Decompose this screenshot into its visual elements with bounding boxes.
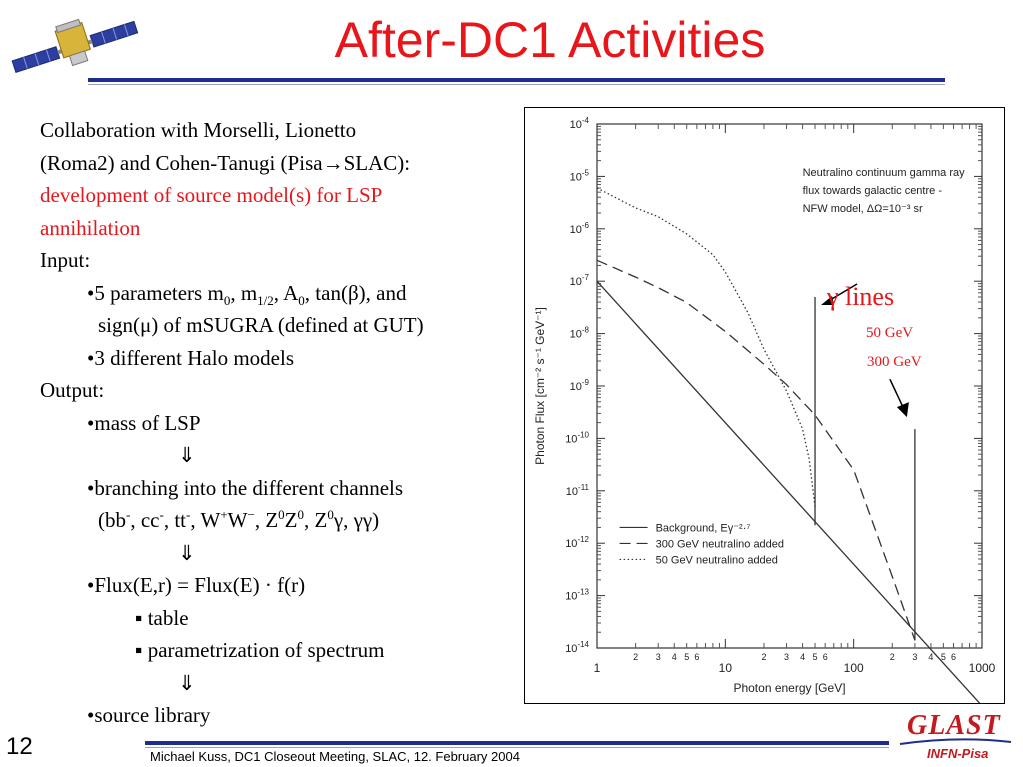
y-tick-label: 10-5 (570, 168, 590, 183)
label-50-gev: 50 GeV (866, 325, 914, 341)
series-line (596, 280, 981, 703)
x-minor-tick-label: 5 (684, 652, 689, 662)
library-bullet: •source library (87, 703, 211, 727)
x-tick-label: 100 (844, 661, 864, 675)
mass-bullet: •mass of LSP (87, 410, 201, 435)
label-300-gev: 300 GeV (867, 354, 922, 370)
flux-chart-svg: 10-4 10-5 10-6 10-7 10-8 10-9 10-10 10-11 10-12 1… (533, 116, 996, 703)
title-rule-thin (88, 84, 945, 85)
footer-rule-thin (145, 747, 889, 748)
square-bullet-icon: ▪ (135, 605, 143, 630)
y-tick-label: 10-6 (570, 221, 590, 236)
infn-pisa-label: INFN-Pisa (927, 746, 989, 761)
x-axis-label: Photon energy [GeV] (733, 681, 845, 695)
y-tick-label: 10-14 (565, 640, 589, 655)
footer-rule (145, 741, 889, 745)
params-bullet: •5 parameters m0, m1/2, A0, tan(β), and (87, 280, 407, 308)
down-arrow-icon: ⇓ (178, 540, 196, 565)
input-label: Input: (40, 248, 91, 272)
bullet-icon: • (87, 573, 95, 597)
bullet-icon: • (87, 410, 95, 435)
slide-body: Collaboration with Morselli, Lionetto (R… (40, 114, 520, 732)
down-arrow-icon: ⇓ (178, 443, 196, 467)
red-line-2: annihilation (40, 215, 141, 240)
right-arrow-icon: → (322, 150, 344, 175)
square-bullet-icon: ▪ (135, 638, 143, 662)
flux-chart: 10-4 10-5 10-6 10-7 10-8 10-9 10-10 10-11 10-12 1… (524, 107, 1005, 704)
x-minor-tick-label: 5 (941, 652, 946, 662)
collab-line-2: (Roma2) and Cohen-Tanugi (Pisa→SLAC): (40, 150, 411, 175)
bullet-icon: • (87, 280, 95, 305)
collab-line-1: Collaboration with Morselli, Lionetto (40, 118, 357, 142)
param-subbullet: ▪ parametrization of spectrum (135, 638, 385, 662)
y-tick-label: 10-9 (570, 378, 590, 393)
arrow-300-head (896, 402, 909, 418)
y-tick-label: 10-7 (570, 273, 590, 288)
x-minor-tick-label: 4 (672, 652, 677, 662)
glast-swoosh-icon (899, 738, 1012, 745)
plot-area (596, 123, 983, 649)
red-line-1: development of source model(s) for LSP (40, 183, 383, 207)
x-minor-tick-label: 5 (813, 652, 818, 662)
series-line (596, 187, 816, 507)
bullet-icon: • (87, 345, 95, 370)
x-minor-tick-label: 4 (800, 652, 805, 662)
x-tick-label: 1000 (969, 661, 996, 675)
x-minor-tick-label: 6 (694, 652, 699, 662)
flux-bullet: •Flux(E,r) = Flux(E) · f(r) (87, 573, 306, 597)
chart-annotation-line: flux towards galactic centre - (803, 185, 943, 197)
x-minor-tick-label: 6 (823, 652, 828, 662)
gamma-lines-label: γ lines (827, 282, 895, 311)
legend-label: 50 GeV neutralino added (656, 554, 778, 566)
x-tick-label: 10 (719, 661, 733, 675)
x-tick-label: 1 (594, 661, 601, 675)
legend-label: 300 GeV neutralino added (656, 538, 784, 550)
satellite-logo-icon (4, 4, 144, 82)
x-minor-tick-label: 3 (656, 652, 661, 662)
y-tick-label: 10-8 (570, 326, 590, 341)
x-minor-tick-label: 2 (761, 652, 766, 662)
x-minor-tick-label: 3 (784, 652, 789, 662)
y-tick-label: 10-12 (565, 535, 589, 550)
params-continuation: sign(μ) of mSUGRA (defined at GUT) (98, 313, 424, 337)
branching-bullet: •branching into the different channels (87, 475, 404, 500)
x-minor-tick-label: 2 (633, 652, 638, 662)
chart-annotation-line: NFW model, ΔΩ=10⁻³ sr (803, 203, 923, 215)
channels-line: (bb-, cc-, tt-, W+W−, Z0Z0, Z0γ, γγ) (98, 507, 380, 532)
down-arrow-icon: ⇓ (178, 670, 196, 695)
table-subbullet: ▪ table (135, 605, 189, 630)
x-minor-tick-label: 4 (928, 652, 933, 662)
title-rule (88, 78, 945, 82)
series-line (596, 259, 916, 641)
footer-text: Michael Kuss, DC1 Closeout Meeting, SLAC… (150, 749, 520, 764)
chart-annotation-line: Neutralino continuum gamma ray (803, 167, 966, 179)
bullet-icon: • (87, 475, 95, 500)
y-tick-label: 10-10 (565, 430, 589, 445)
glast-logo: GLAST (907, 710, 1001, 741)
x-minor-tick-label: 2 (890, 652, 895, 662)
slide-title: After-DC1 Activities (334, 12, 766, 68)
y-tick-label: 10-4 (570, 116, 590, 131)
x-minor-tick-label: 3 (912, 652, 917, 662)
arrow-50-head (821, 295, 835, 305)
x-minor-tick-label: 6 (951, 652, 956, 662)
halo-bullet: •3 different Halo models (87, 345, 295, 370)
page-number: 12 (6, 733, 33, 760)
legend-label: Background, Eγ⁻²·⁷ (656, 522, 751, 534)
y-axis-label: Photon Flux [cm⁻² s⁻¹ GeV⁻¹] (533, 307, 547, 465)
bullet-icon: • (87, 703, 95, 727)
output-label: Output: (40, 378, 105, 402)
y-tick-label: 10-11 (566, 483, 590, 498)
y-tick-label: 10-13 (565, 588, 589, 603)
